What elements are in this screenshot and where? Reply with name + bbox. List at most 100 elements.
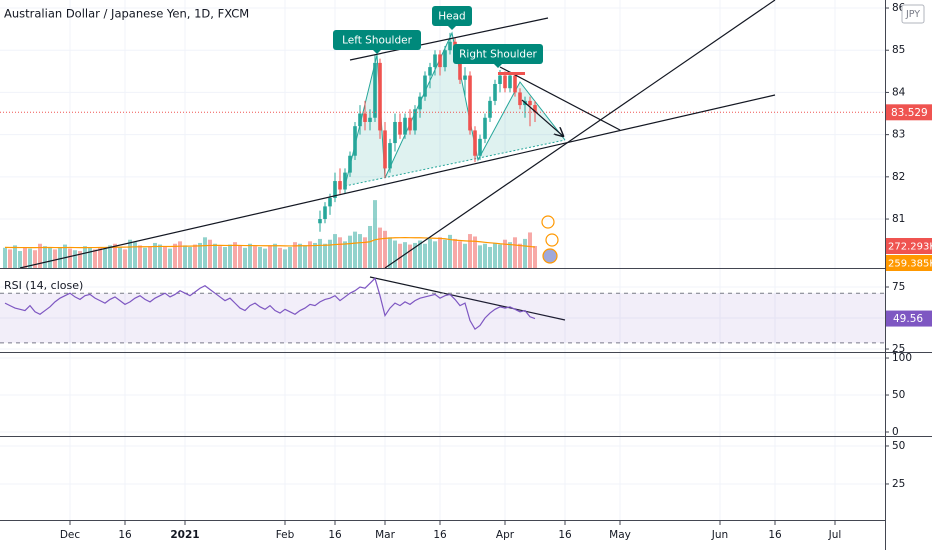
candle-body [528, 100, 532, 106]
volume-bar [13, 245, 17, 268]
rsi-band-fill [0, 293, 885, 343]
volume-bar [238, 245, 242, 268]
volume-bar [68, 248, 72, 268]
volume-bar [273, 243, 277, 268]
volume-bar [23, 246, 27, 268]
volume-bar [478, 245, 482, 268]
candle-body [463, 75, 467, 80]
volume-bar [248, 243, 252, 268]
candle-body [373, 62, 377, 118]
volume-bar [268, 245, 272, 268]
volume-bar [323, 243, 327, 268]
volume-bar [508, 242, 512, 268]
volume-bar [433, 241, 437, 268]
volume-bar [388, 237, 392, 268]
volume-bar [343, 241, 347, 268]
volume-bar [308, 241, 312, 268]
candle-body [478, 138, 482, 156]
range-box [498, 72, 525, 75]
candle-body [318, 219, 322, 224]
volume-bar [318, 238, 322, 268]
candle-body [493, 83, 497, 101]
volume-bar [143, 247, 147, 268]
candle-body [363, 113, 367, 122]
trendline [349, 17, 549, 61]
volume-bar [493, 242, 497, 268]
candle-body [443, 50, 447, 68]
candle-body [533, 105, 537, 113]
annotation-box [432, 6, 472, 26]
volume-bar [203, 237, 207, 268]
volume-bar [448, 234, 452, 268]
y-tick-label: 82 [892, 171, 905, 183]
candle-body [428, 67, 432, 76]
volume-bar [453, 238, 457, 268]
event-icon [545, 233, 559, 247]
volume-bar [363, 237, 367, 268]
y-tick-label: 50 [892, 389, 905, 401]
candle-body [358, 113, 362, 127]
volume-ma-label-box [886, 254, 932, 271]
volume-bar [193, 244, 197, 268]
volume-bar [513, 237, 517, 268]
x-tick-label: 2021 [170, 529, 199, 541]
volume-bar [208, 239, 212, 268]
volume-bar [8, 249, 12, 268]
volume-bar [293, 242, 297, 268]
volume-bar [383, 230, 387, 268]
volume-bar [473, 236, 477, 268]
pattern-fill [345, 33, 565, 186]
candle-body [503, 75, 507, 89]
volume-bar [43, 246, 47, 268]
candle-body [423, 75, 427, 97]
currency-box[interactable] [901, 4, 925, 24]
volume-bar [523, 238, 527, 268]
currency: JPY [905, 9, 920, 20]
volume-bar [53, 249, 57, 268]
volume-bar [198, 242, 202, 268]
x-tick-label: Mar [375, 529, 395, 541]
volume-bar [188, 246, 192, 268]
volume-bar [423, 243, 427, 268]
candle-body [393, 121, 397, 144]
volume-bar [173, 243, 177, 268]
volume-bar [28, 248, 32, 268]
volume-bar [393, 240, 397, 268]
volume-bar [93, 249, 97, 268]
candle-body [413, 109, 417, 131]
candle-body [398, 121, 402, 135]
volume-ma-label: 259.385K [888, 258, 932, 269]
volume-layer [3, 200, 537, 268]
volume-bar [73, 250, 77, 268]
volume-bar [368, 225, 372, 268]
candle-body [408, 117, 412, 131]
y-tick-label: 81 [892, 213, 905, 225]
volume-bar [63, 244, 67, 268]
x-tick-label: May [609, 529, 631, 541]
volume-bar [183, 245, 187, 268]
volume-bar [518, 243, 522, 268]
candle-body [348, 155, 352, 173]
rsi-value-label: 49.56 [893, 313, 923, 325]
volume-bar [98, 246, 102, 268]
volume-bar [398, 243, 402, 268]
x-tick-label: 16 [558, 529, 572, 541]
candle-body [403, 117, 407, 135]
volume-bar [83, 246, 87, 268]
x-tick-label: 16 [328, 529, 342, 541]
candle-body [388, 143, 392, 169]
volume-bar [38, 243, 42, 268]
event-icon [541, 215, 555, 229]
volume-bar [303, 245, 307, 268]
volume-label-box [886, 237, 932, 254]
volume-bar [333, 234, 337, 268]
y-tick-label: 75 [892, 281, 905, 293]
volume-bar [528, 232, 532, 268]
volume-label: 272.293K [888, 241, 932, 252]
candle-body [353, 126, 357, 156]
candle-body [433, 54, 437, 68]
chart-title: Australian Dollar / Japanese Yen, 1D, FX… [4, 7, 249, 21]
candle-body [323, 206, 327, 220]
rsi-line [4, 277, 536, 331]
